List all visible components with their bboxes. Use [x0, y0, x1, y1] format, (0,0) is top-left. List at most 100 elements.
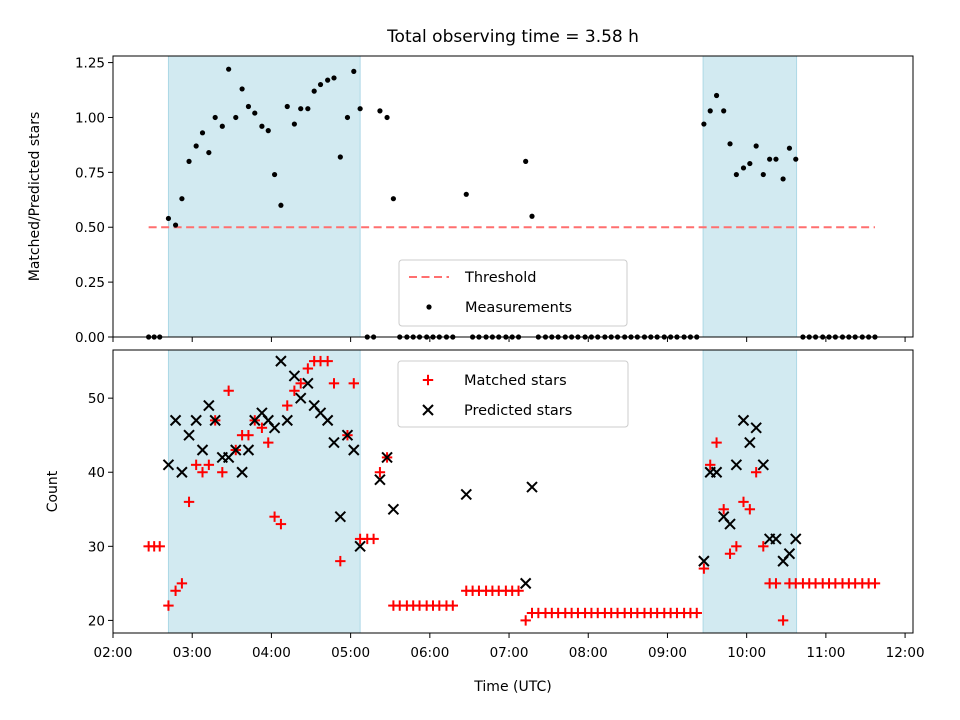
x-tick-label: 07:00 [490, 645, 529, 661]
measurement-point [245, 103, 252, 110]
predicted-star-point [744, 436, 756, 449]
x-tick-label: 06:00 [410, 645, 449, 661]
predicted-star-point [750, 422, 762, 434]
matched-star-point [223, 385, 234, 396]
matched-star-point [368, 533, 379, 545]
x-marker-b [422, 404, 434, 416]
x-marker-b [526, 481, 538, 493]
x-marker-b [203, 399, 215, 412]
matched-stars-points [143, 355, 881, 626]
x-marker-b [770, 533, 782, 545]
measurement-point [291, 121, 297, 127]
top-y-axis-label: Matched/Predicted stars [27, 112, 43, 282]
x-marker-b [236, 466, 248, 478]
matched-star-point [738, 496, 749, 508]
measurement-point [252, 110, 258, 116]
x-tick-label: 11:00 [806, 645, 845, 661]
x-marker-b [169, 414, 182, 427]
measurement-point [463, 191, 469, 197]
predicted-star-point [354, 540, 366, 553]
x-tick-label: 04:00 [252, 645, 291, 661]
matched-star-point [263, 437, 274, 448]
predicted-star-point [302, 377, 314, 390]
matched-star-point [705, 459, 716, 471]
matched-star-point [176, 578, 188, 589]
measurement-point [193, 143, 199, 149]
x-marker-b [334, 510, 347, 523]
matched-star-point [282, 400, 293, 411]
measurement-point [786, 145, 793, 151]
x-marker-b [750, 422, 762, 434]
predicted-star-point [757, 459, 770, 471]
matched-star-point [744, 504, 756, 515]
bottom-y-tick-label: 50 [88, 391, 105, 407]
matched-star-point [374, 467, 386, 478]
bottom-shaded-regions [167, 349, 798, 634]
x-marker-b [190, 414, 202, 427]
predicted-star-point [790, 533, 802, 545]
x-marker-b [308, 399, 320, 412]
predicted-legend-swatch [422, 404, 434, 416]
measurement-point [305, 106, 311, 112]
x-tick-label: 09:00 [648, 645, 687, 661]
predicted-star-point [183, 429, 195, 441]
measurement-point [390, 196, 396, 202]
x-marker-b [724, 518, 736, 530]
measurement-point [278, 202, 284, 208]
measurement-point [219, 123, 225, 129]
x-marker-b [519, 577, 532, 590]
matched-star-point [718, 504, 729, 515]
x-marker-b [256, 407, 268, 419]
matched-star-point [698, 563, 710, 574]
x-tick-label: 05:00 [331, 645, 370, 661]
measurements-legend-swatch [426, 304, 432, 310]
measurement-point [199, 130, 206, 136]
x-marker-b [348, 444, 360, 456]
measurement-point [767, 156, 773, 162]
measurement-point [733, 171, 739, 178]
measurement-point [721, 108, 727, 114]
top-y-tick-label: 0.25 [75, 275, 105, 291]
measurement-point [793, 156, 799, 162]
predicted-star-point [203, 399, 215, 412]
measurement-point [331, 75, 337, 81]
x-marker-b [302, 377, 314, 390]
threshold-legend-label: Threshold [464, 270, 536, 286]
matched-star-point [869, 578, 881, 589]
x-marker-b [288, 370, 301, 382]
measurement-point [186, 158, 192, 164]
matched-star-point [203, 459, 215, 471]
x-marker-b [710, 466, 723, 478]
predicted-star-point [710, 466, 723, 478]
bottom-shaded-region-1 [702, 349, 798, 634]
measurement-point [226, 66, 232, 72]
measurement-point [740, 165, 747, 171]
measurement-point [760, 171, 766, 178]
predicted-star-point [268, 422, 281, 434]
measurement-point [311, 88, 317, 94]
matched-star-point [513, 585, 524, 596]
predicted-star-point [387, 503, 400, 515]
top-shaded-region-0 [167, 55, 361, 338]
measurement-point [529, 213, 535, 219]
measurement-point [165, 215, 172, 222]
predicted-star-point [698, 555, 710, 567]
matched-legend-swatch [422, 374, 434, 386]
predicted-star-point [737, 414, 750, 427]
x-marker-b [176, 466, 188, 478]
x-marker-b [737, 414, 750, 427]
matched-star-point [322, 355, 333, 367]
x-marker-b [341, 429, 354, 441]
bottom-axes-frame [112, 349, 914, 634]
x-marker-b [730, 459, 743, 471]
measurement-point [747, 160, 753, 167]
measurement-point [172, 222, 179, 228]
matched-star-point [711, 437, 722, 448]
x-marker-b [460, 488, 472, 501]
chart-title: Total observing time = 3.58 h [386, 27, 639, 47]
x-marker-b [281, 414, 293, 427]
measurement-point [773, 156, 779, 162]
predicted-star-point [348, 444, 360, 456]
x-tick-label: 03:00 [173, 645, 212, 661]
matched-star-point [256, 422, 268, 433]
